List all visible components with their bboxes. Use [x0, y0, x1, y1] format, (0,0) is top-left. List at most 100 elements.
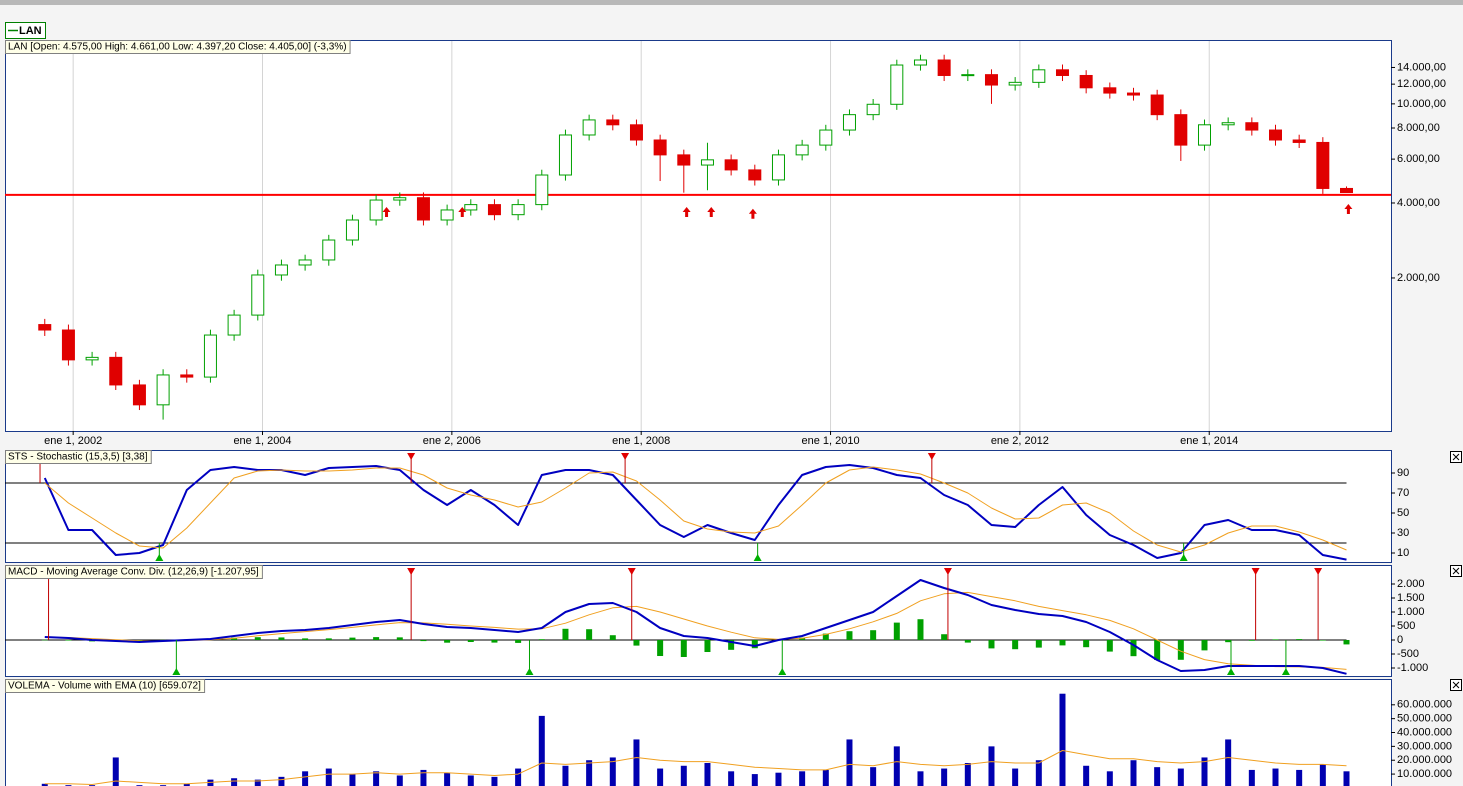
bar: [254, 637, 261, 640]
bar: [1343, 771, 1350, 786]
bar: [278, 776, 285, 786]
y-tick-label: 20.000.000: [1397, 754, 1452, 766]
bar: [751, 639, 758, 649]
bar: [1319, 639, 1326, 641]
y-tick-label: 30: [1397, 527, 1409, 539]
bar: [396, 775, 403, 786]
candle-body: [913, 59, 927, 66]
bar: [704, 639, 711, 653]
y-tick-label: 40.000.000: [1397, 726, 1452, 738]
bar: [41, 783, 48, 786]
y-tick-label: 4.000,00: [1397, 197, 1440, 209]
x-tick-label: ene 2, 2012: [991, 435, 1049, 447]
candle-body: [748, 169, 762, 181]
line: [43, 464, 1347, 561]
bar: [917, 619, 924, 640]
candle-body: [203, 334, 217, 378]
bar: [799, 771, 806, 786]
candle-body: [819, 129, 833, 146]
panel: [5, 450, 1392, 563]
bar: [846, 739, 853, 786]
candle-body: [558, 134, 572, 176]
buy-signal: [1281, 668, 1290, 675]
x-tick-label: ene 2, 2006: [423, 435, 481, 447]
bar: [1035, 639, 1042, 648]
legend-label: LAN: [19, 25, 42, 37]
bar: [444, 772, 451, 786]
sell-signal: [943, 568, 952, 575]
candle-body: [1245, 122, 1259, 131]
candle-body: [1008, 81, 1022, 86]
legend-box[interactable]: [5, 22, 46, 39]
bar: [988, 639, 995, 649]
bar: [515, 768, 522, 786]
x-tick-label: ene 1, 2008: [612, 435, 670, 447]
sell-signal: [627, 568, 636, 575]
bar: [231, 778, 238, 786]
bar: [302, 771, 309, 786]
bar: [1343, 639, 1350, 645]
signal-arrow: [1344, 203, 1353, 214]
y-tick-label: 2.000: [1397, 578, 1425, 590]
bar: [420, 639, 427, 642]
buy-signal: [1227, 668, 1236, 675]
candle-body: [109, 356, 123, 386]
bar: [846, 631, 853, 640]
bar: [562, 628, 569, 640]
close-icon: [1452, 567, 1460, 575]
line: [44, 466, 1347, 553]
y-tick-label: 1.000: [1397, 606, 1425, 618]
signal-arrow: [682, 207, 691, 218]
candle-body: [937, 59, 951, 76]
sell-signal: [407, 453, 416, 460]
bar: [1201, 639, 1208, 651]
candle-body: [416, 197, 430, 221]
bar: [373, 637, 380, 640]
y-tick-label: 10: [1397, 547, 1409, 559]
candle-body: [1316, 141, 1330, 189]
bar: [444, 639, 451, 643]
sell-signal: [1314, 568, 1323, 575]
bar: [183, 783, 190, 786]
bar: [1296, 639, 1303, 640]
y-tick-label: 30.000.000: [1397, 740, 1452, 752]
line: [44, 579, 1347, 675]
bar: [1177, 639, 1184, 660]
candle-body: [535, 174, 549, 206]
candle-body: [1292, 139, 1306, 143]
signal-arrow: [382, 207, 391, 218]
y-tick-label: 6.000,00: [1397, 153, 1440, 165]
bar: [325, 768, 332, 786]
bar: [1319, 764, 1326, 786]
bar: [491, 639, 498, 643]
candle-body: [866, 103, 880, 116]
candle-body: [984, 74, 998, 86]
bar: [941, 634, 948, 640]
candle-body: [1126, 92, 1140, 96]
bar: [278, 637, 285, 640]
top-bar: [0, 0, 1463, 5]
bar: [302, 638, 309, 640]
y-tick-label: 1.500: [1397, 592, 1425, 604]
sell-signal: [621, 453, 630, 460]
bar: [1012, 639, 1019, 650]
candle-body: [653, 139, 667, 156]
panel: [5, 565, 1392, 677]
bar: [1177, 768, 1184, 786]
candle-body: [629, 124, 643, 141]
bar: [893, 746, 900, 786]
bar: [728, 639, 735, 650]
y-tick-label: 60.000.000: [1397, 699, 1452, 711]
x-tick-label: ene 1, 2010: [801, 435, 859, 447]
candle-body: [1150, 94, 1164, 116]
candle-body: [393, 197, 407, 201]
y-tick-label: 12.000,00: [1397, 78, 1446, 90]
bar: [373, 771, 380, 786]
candle-body: [1340, 187, 1354, 194]
title-box: [5, 565, 263, 579]
close-buttons: [1450, 451, 1462, 691]
candle-body: [890, 64, 904, 105]
bar: [1130, 760, 1137, 786]
